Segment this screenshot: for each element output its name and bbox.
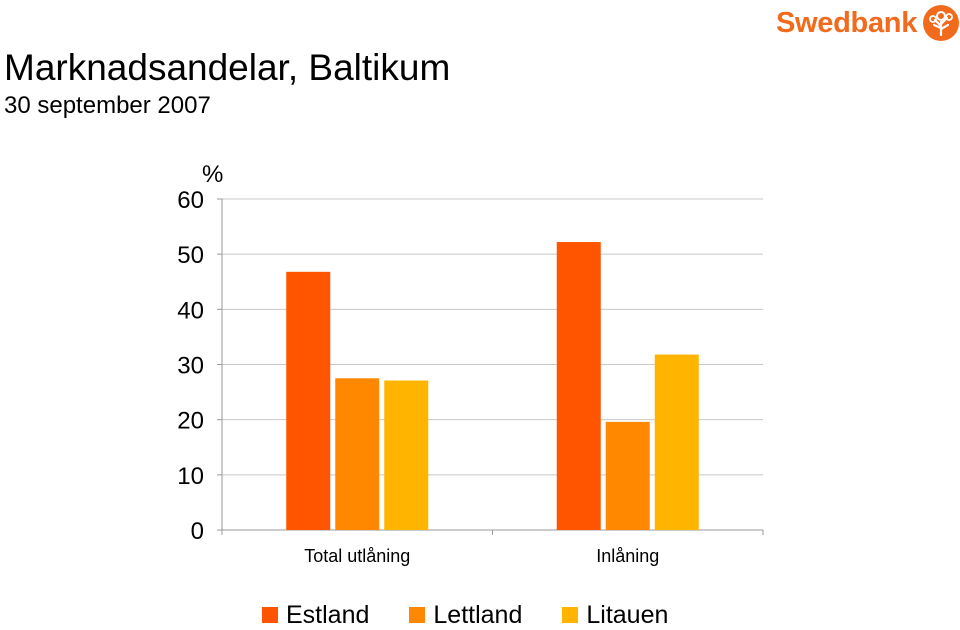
legend-swatch: [262, 607, 278, 623]
legend-label: Estland: [286, 601, 370, 629]
swedbank-logo: Swedbank: [776, 2, 960, 44]
bar-litauen-0: [384, 380, 429, 530]
bar-lettland-1: [605, 421, 650, 530]
legend-label: Lettland: [433, 601, 523, 629]
y-tick-label: 30: [177, 353, 204, 380]
y-tick-label: 10: [177, 463, 204, 490]
y-tick-label: 50: [177, 242, 204, 269]
page-title: Marknadsandelar, Baltikum: [4, 47, 451, 88]
page-subtitle: 30 september 2007: [4, 92, 211, 119]
legend-swatch: [562, 607, 579, 623]
bar-estland-1: [556, 242, 601, 530]
x-category-label: Total utlåning: [304, 546, 410, 566]
legend-item: Lettland: [409, 601, 522, 629]
y-tick-label: 40: [177, 297, 204, 324]
legend-swatch: [409, 607, 426, 623]
bar-lettland-0: [335, 378, 380, 530]
legend-label: Litauen: [586, 601, 669, 629]
bar-estland-0: [286, 271, 331, 530]
bars: [286, 242, 699, 530]
y-tick-label: 60: [177, 187, 204, 214]
y-tick-label: 0: [191, 518, 204, 545]
y-tick-label: 20: [177, 408, 204, 435]
legend-item: Estland: [262, 601, 369, 629]
legend-item: Litauen: [562, 601, 668, 629]
bar-litauen-1: [654, 354, 699, 530]
oak-tree-icon: [923, 5, 959, 41]
axis-labels: 0 10 20 30 40 50 60% Total utlåning Inlåning: [177, 161, 659, 566]
y-axis-unit: %: [202, 161, 223, 188]
x-category-label: Inlåning: [596, 546, 659, 566]
bar-chart: 0 10 20 30 40 50 60% Total utlåning Inlåning: [177, 161, 764, 566]
logo-wordmark: Swedbank: [776, 7, 918, 39]
chart-legend: Estland Lettland Litauen: [262, 600, 708, 630]
